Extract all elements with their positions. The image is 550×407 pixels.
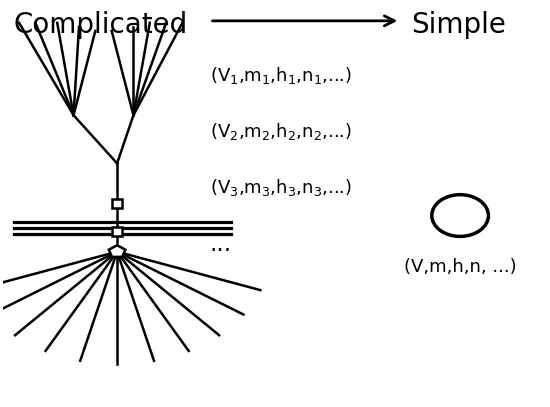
Bar (112, 227, 122, 236)
Polygon shape (109, 245, 125, 257)
Text: ...: ... (210, 232, 232, 256)
Text: Simple: Simple (411, 11, 506, 39)
Text: (V,m,h,n, ...): (V,m,h,n, ...) (404, 258, 516, 276)
Bar (112, 199, 122, 208)
Circle shape (432, 195, 488, 236)
Text: (V$_3$,m$_3$,h$_3$,n$_3$,...): (V$_3$,m$_3$,h$_3$,n$_3$,...) (210, 177, 351, 198)
Text: Complicated: Complicated (14, 11, 188, 39)
Text: (V$_1$,m$_1$,h$_1$,n$_1$,...): (V$_1$,m$_1$,h$_1$,n$_1$,...) (210, 65, 351, 85)
Text: (V$_2$,m$_2$,h$_2$,n$_2$,...): (V$_2$,m$_2$,h$_2$,n$_2$,...) (210, 121, 351, 142)
